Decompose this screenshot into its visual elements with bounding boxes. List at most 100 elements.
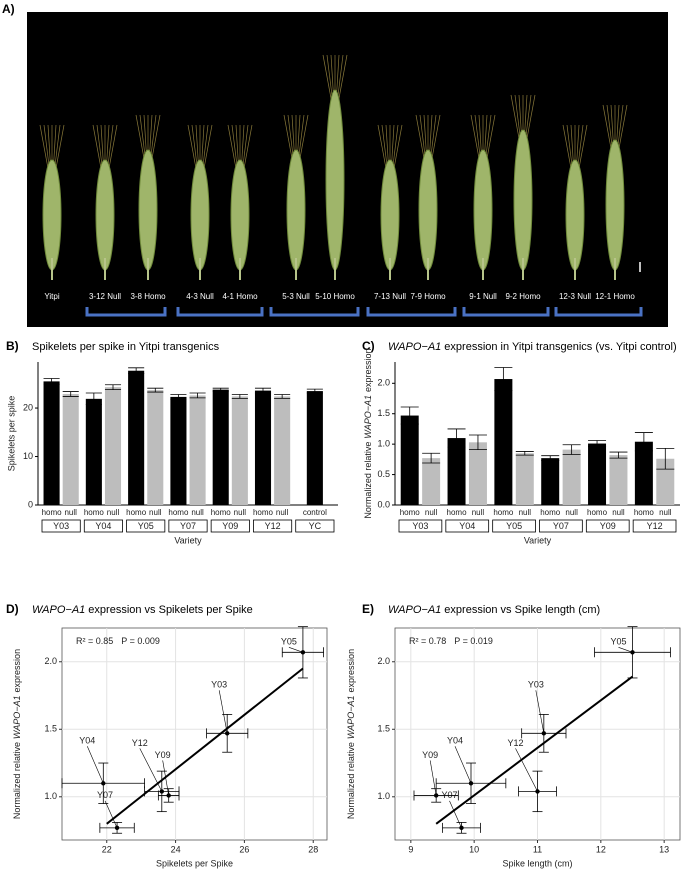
series-label: null xyxy=(659,508,672,517)
series-label: null xyxy=(425,508,438,517)
point-label: Y05 xyxy=(610,637,626,647)
series-label: null xyxy=(565,508,578,517)
x-tick-label: 24 xyxy=(171,844,181,854)
series-label: homo xyxy=(587,508,608,517)
x-tick-label: 13 xyxy=(659,844,669,854)
label-leader xyxy=(218,690,228,734)
series-label: homo xyxy=(634,508,655,517)
panel-label: E) xyxy=(362,602,374,616)
x-axis-label: Spike length (cm) xyxy=(502,858,572,868)
bar xyxy=(494,379,513,505)
facet-strip xyxy=(295,519,335,533)
facet-label: Y07 xyxy=(553,521,569,531)
series-label: homo xyxy=(540,508,561,517)
spike-label: 12-3 Null xyxy=(559,292,591,301)
label-leader xyxy=(87,746,104,784)
bar xyxy=(85,398,102,505)
y-axis-label-part: Normalized relative xyxy=(12,742,22,819)
series-label: homo xyxy=(253,508,274,517)
fit-line xyxy=(106,667,304,825)
facet-strip xyxy=(253,519,293,533)
spike-label: 9-2 Homo xyxy=(505,292,541,301)
series-label: homo xyxy=(126,508,147,517)
point-label: Y04 xyxy=(447,736,463,746)
point-label: Y12 xyxy=(132,738,148,748)
point-label: Y05 xyxy=(281,637,297,647)
y-tick-label: 1.0 xyxy=(44,791,57,801)
annotation-part: R² = 0.85 xyxy=(76,636,113,646)
bar xyxy=(43,381,60,505)
facet-strip xyxy=(126,519,166,533)
fit-line xyxy=(435,675,634,825)
y-tick-label: 1.5 xyxy=(377,408,390,418)
bar xyxy=(306,391,323,505)
pair-bracket xyxy=(554,307,643,317)
point xyxy=(114,825,120,831)
spike-label: 3-12 Null xyxy=(89,292,121,301)
facet-label: Y03 xyxy=(53,521,69,531)
series-label: homo xyxy=(400,508,421,517)
series-label: homo xyxy=(42,508,63,517)
x-tick-label: 10 xyxy=(469,844,479,854)
facet-strip xyxy=(41,519,81,533)
bar xyxy=(170,396,187,505)
spike-label: 5-10 Homo xyxy=(315,292,355,301)
spike xyxy=(473,149,493,271)
chart-title-part: WAPO−A1 xyxy=(388,341,441,353)
label-leader xyxy=(618,647,633,653)
facet-strip xyxy=(632,519,677,533)
spike xyxy=(286,149,306,271)
series-label: null xyxy=(519,508,532,517)
y-axis-label-part: expression xyxy=(12,649,22,693)
bar xyxy=(147,390,164,505)
spike-label: 9-1 Null xyxy=(469,292,497,301)
pair-bracket xyxy=(269,307,360,317)
chart-title: Spikelets per spike in Yitpi transgenics xyxy=(32,341,220,353)
facet-strip xyxy=(539,519,583,533)
bar xyxy=(231,396,248,505)
chart-title-part: WAPO−A1 xyxy=(32,604,85,616)
annotation: R² = 0.85 P = 0.009 xyxy=(76,636,160,646)
spike-label: 12-1 Homo xyxy=(595,292,635,301)
chart-title-part: WAPO−A1 xyxy=(388,604,441,616)
series-label: null xyxy=(64,508,77,517)
facet-label: Y05 xyxy=(138,521,154,531)
annotation: R² = 0.78 P = 0.019 xyxy=(409,636,493,646)
bar xyxy=(62,393,79,505)
y-axis-label: Spikelets per spike xyxy=(6,396,16,472)
spike xyxy=(605,139,625,271)
bar xyxy=(447,438,466,505)
label-leader xyxy=(139,748,163,792)
y-axis-label-part: expression xyxy=(363,348,373,392)
spike-label: 5-3 Null xyxy=(282,292,310,301)
y-tick-label: 2.0 xyxy=(377,378,390,388)
point-label: Y03 xyxy=(211,680,227,690)
spike-label: 7-13 Null xyxy=(374,292,406,301)
facet-label: YC xyxy=(309,521,322,531)
annotation-part: R² = 0.78 xyxy=(409,636,446,646)
point-label: Y07 xyxy=(97,790,113,800)
chart-title-part: expression in Yitpi transgenics (vs. Yit… xyxy=(444,341,676,353)
facet-strip xyxy=(210,519,250,533)
spike xyxy=(513,129,533,271)
y-axis-label-part: WAPO−A1 xyxy=(12,695,22,739)
y-tick-label: 1.5 xyxy=(44,724,57,734)
facet-strip xyxy=(398,519,443,533)
photo-panel xyxy=(27,12,668,327)
pair-bracket xyxy=(85,307,167,317)
plot-panel xyxy=(61,627,328,841)
spike-label: Yitpi xyxy=(44,292,59,301)
spike-label: 3-8 Homo xyxy=(130,292,166,301)
label-leader xyxy=(449,800,462,828)
bar xyxy=(104,387,122,505)
chart-title-part: expression vs Spike length (cm) xyxy=(444,604,600,616)
pair-bracket xyxy=(176,307,264,317)
point-label: Y09 xyxy=(422,750,438,760)
spike xyxy=(42,159,62,271)
spike xyxy=(230,159,250,271)
label-leader xyxy=(535,690,545,734)
label-leader xyxy=(104,800,118,828)
y-tick-label: 2.0 xyxy=(377,656,390,666)
pair-bracket xyxy=(462,307,550,317)
